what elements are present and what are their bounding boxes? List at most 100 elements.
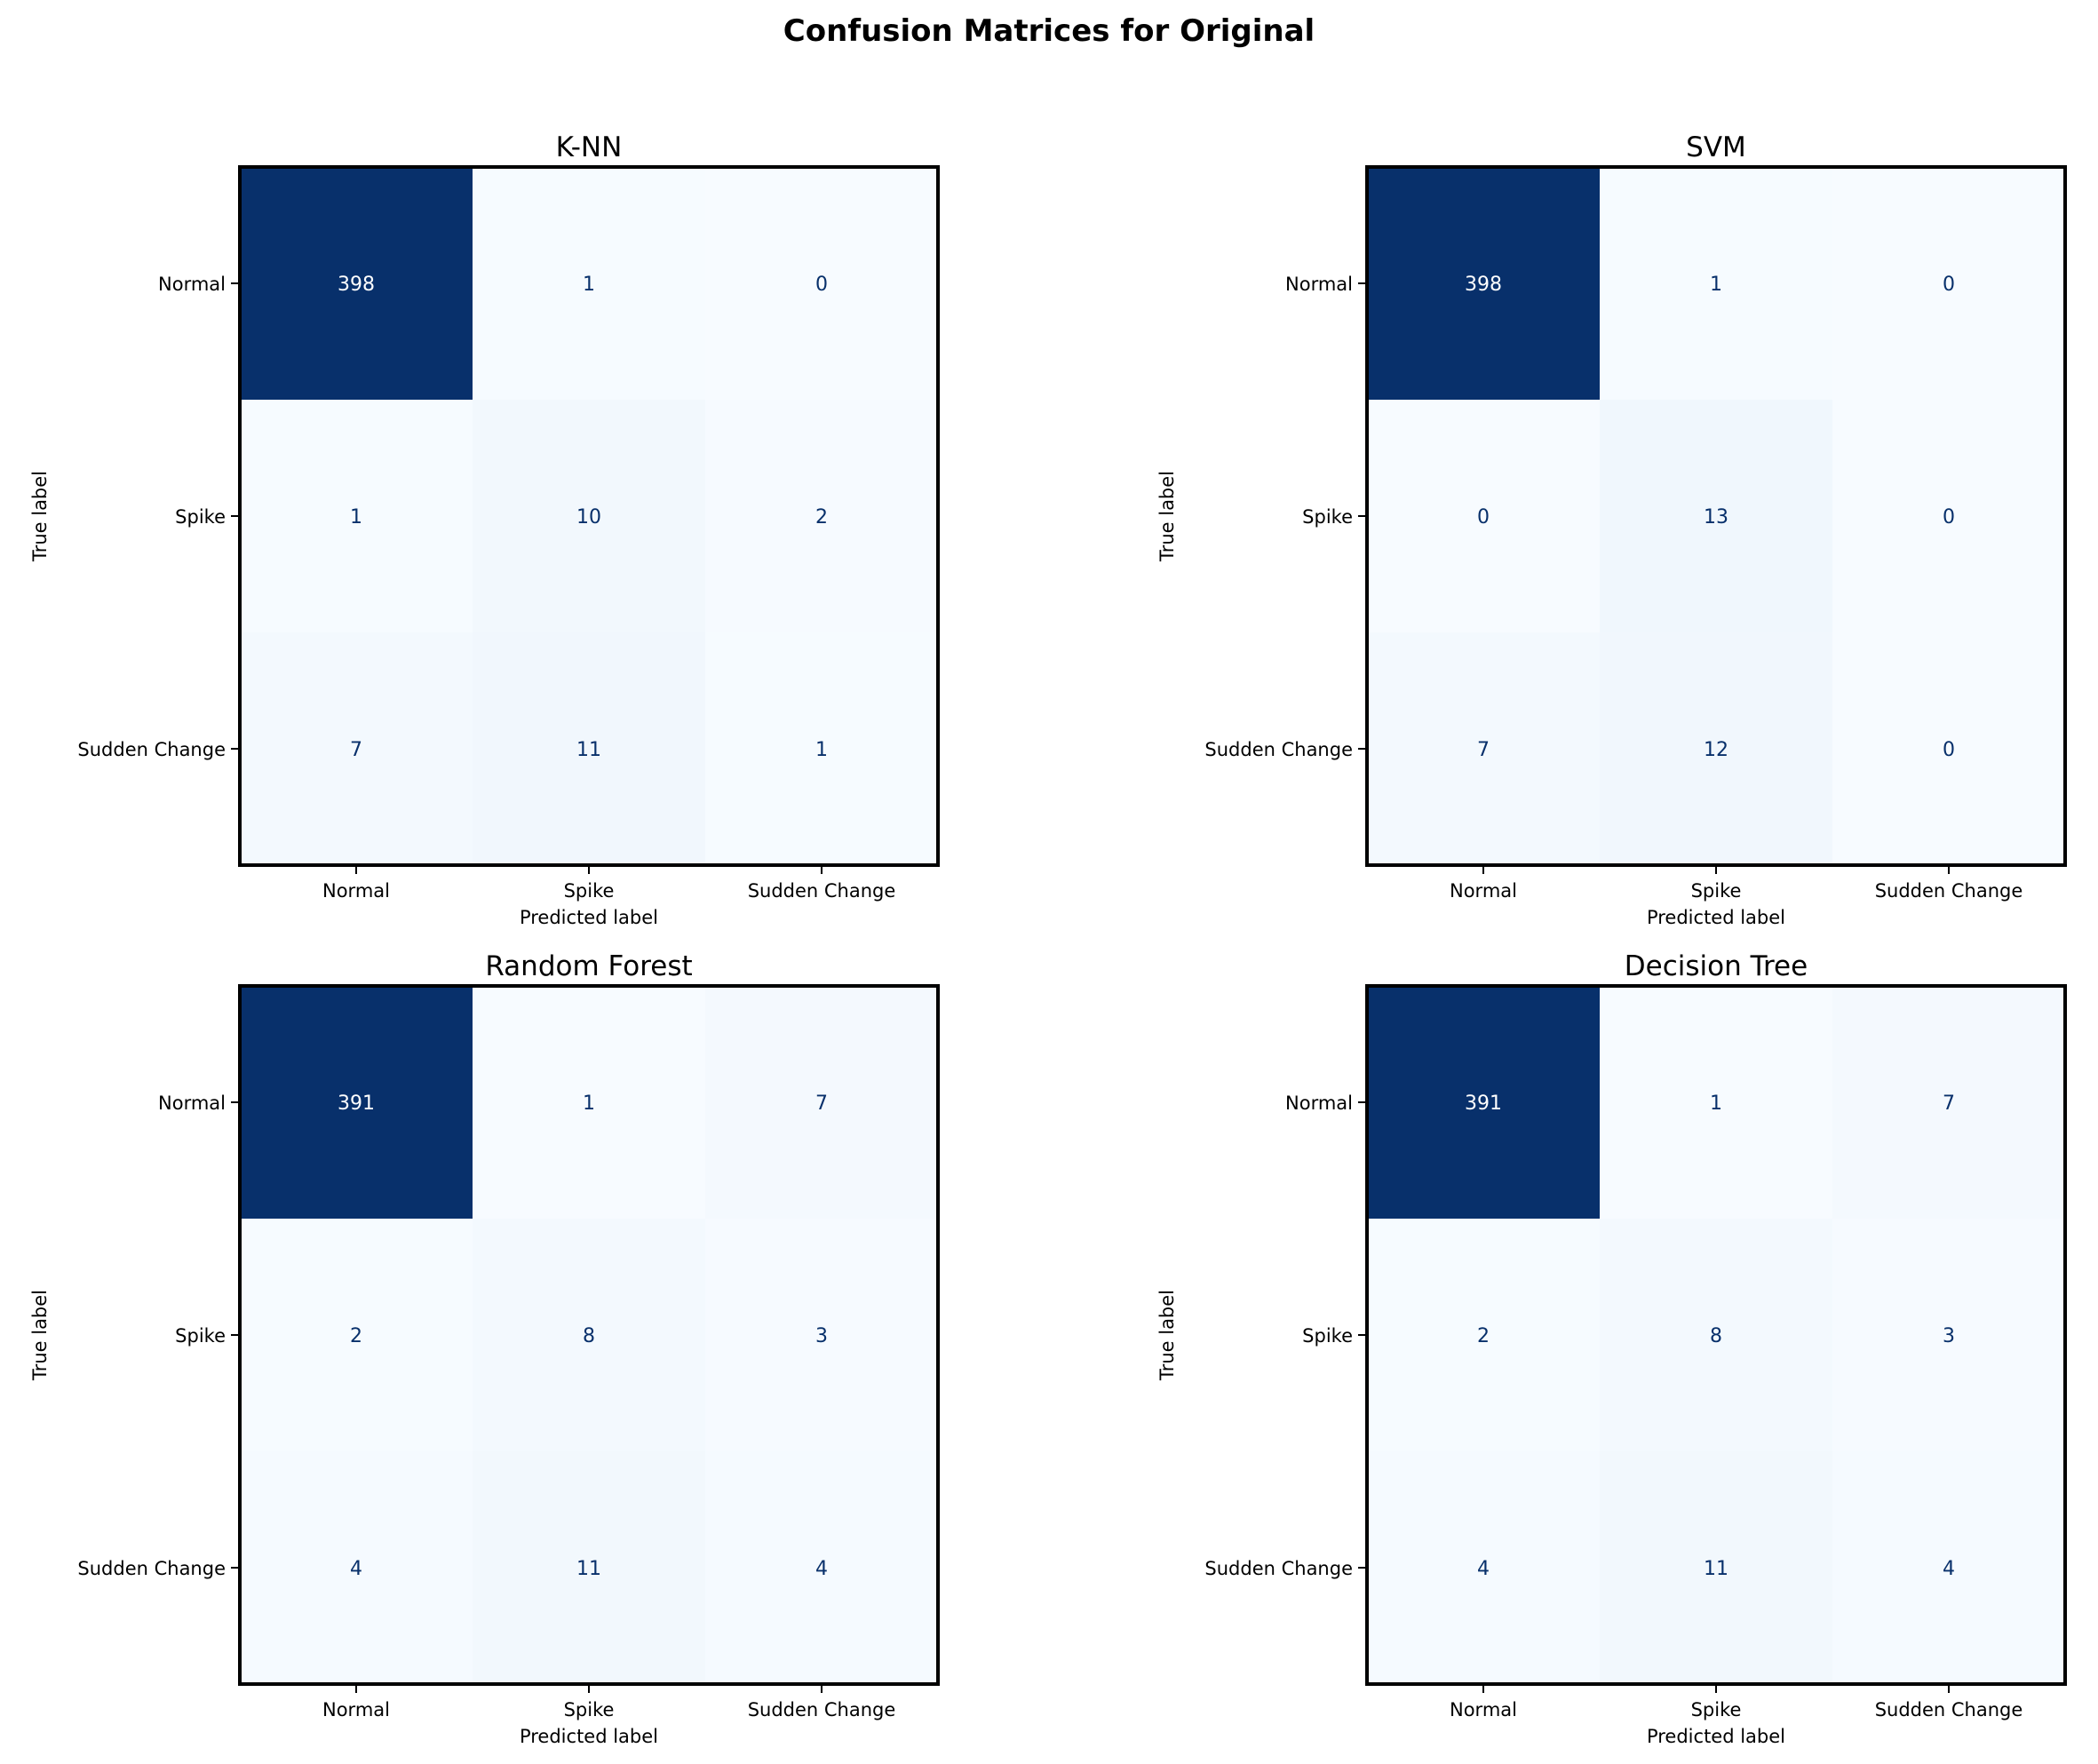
heatmap-cell (473, 986, 705, 1219)
x-tick-label: Sudden Change (1875, 880, 2023, 902)
x-tick-label: Spike (1691, 1699, 1742, 1720)
x-tick-label: Sudden Change (748, 880, 896, 902)
cell-value-label: 398 (1465, 274, 1502, 296)
cell-value-label: 2 (350, 1325, 362, 1347)
cell-value-label: 4 (1943, 1558, 1955, 1580)
heatmap-cell (1832, 400, 2065, 632)
heatmap-cell (473, 400, 705, 632)
heatmap-cell (1367, 167, 1600, 400)
cell-value-label: 4 (1477, 1558, 1490, 1580)
cell-value-label: 7 (1477, 739, 1490, 761)
heatmap-cell (1832, 986, 2065, 1219)
heatmap-cell (705, 632, 938, 865)
cell-value-label: 7 (350, 739, 362, 761)
y-tick-label: Sudden Change (77, 1558, 226, 1579)
cell-value-label: 8 (583, 1325, 595, 1347)
cell-value-label: 0 (1477, 506, 1490, 528)
cell-value-label: 3 (1943, 1325, 1955, 1347)
cell-value-label: 11 (576, 739, 601, 761)
cell-value-label: 8 (1710, 1325, 1722, 1347)
cell-value-label: 1 (350, 506, 362, 528)
x-tick-label: Spike (564, 880, 615, 902)
cell-value-label: 4 (815, 1558, 828, 1580)
heatmap-cell (705, 1451, 938, 1684)
y-tick-label: Sudden Change (1204, 1558, 1353, 1579)
y-tick-label: Normal (158, 274, 226, 295)
y-axis-label: True label (1156, 1290, 1178, 1381)
cell-value-label: 2 (815, 506, 828, 528)
cell-value-label: 4 (350, 1558, 362, 1580)
cell-value-label: 0 (1943, 739, 1955, 761)
y-tick-label: Sudden Change (77, 739, 226, 760)
x-axis-label: Predicted label (1647, 1726, 1785, 1747)
x-tick-label: Normal (322, 1699, 390, 1720)
heatmap-cell (1600, 632, 1832, 865)
confusion-matrix-panel: Random Forest 391 1 7 2 8 3 4 11 4 Normal Spike Sudd… (29, 950, 940, 1747)
cell-value-label: 11 (1704, 1558, 1728, 1580)
cell-value-label: 11 (576, 1558, 601, 1580)
heatmap-cell (1367, 1219, 1600, 1451)
heatmap-cell (1832, 1219, 2065, 1451)
cell-value-label: 1 (583, 274, 595, 296)
cell-value-label: 0 (1943, 506, 1955, 528)
heatmap-cell (473, 167, 705, 400)
cell-value-label: 398 (338, 274, 375, 296)
heatmap-cell (705, 986, 938, 1219)
x-tick-label: Spike (564, 1699, 615, 1720)
y-tick-label: Spike (175, 1325, 226, 1347)
cell-value-label: 0 (1943, 274, 1955, 296)
y-tick-label: Spike (175, 506, 226, 528)
x-tick-label: Normal (1450, 1699, 1517, 1720)
heatmap-cell (1832, 167, 2065, 400)
heatmap-cell (240, 1219, 473, 1451)
x-tick-label: Sudden Change (748, 1699, 896, 1720)
heatmap-cell (1367, 1451, 1600, 1684)
heatmap-cell (240, 167, 473, 400)
heatmap-cell (1367, 632, 1600, 865)
cell-value-label: 1 (1710, 1093, 1722, 1115)
cell-value-label: 0 (815, 274, 828, 296)
x-tick-label: Normal (322, 880, 390, 902)
x-axis-label: Predicted label (520, 1726, 658, 1747)
x-tick-label: Normal (1450, 880, 1517, 902)
heatmap-cell (1600, 400, 1832, 632)
heatmap-cell (705, 400, 938, 632)
heatmap-cell (473, 632, 705, 865)
cell-value-label: 7 (815, 1093, 828, 1115)
cell-value-label: 1 (1710, 274, 1722, 296)
panel-title: K-NN (556, 131, 623, 163)
heatmap-cell (1367, 400, 1600, 632)
panel-title: SVM (1686, 131, 1746, 163)
heatmap-cell (1600, 986, 1832, 1219)
heatmap-cell (705, 167, 938, 400)
heatmap-cell (473, 1219, 705, 1451)
cell-value-label: 391 (338, 1093, 375, 1115)
x-axis-label: Predicted label (520, 907, 658, 928)
x-tick-label: Spike (1691, 880, 1742, 902)
heatmap-cell (1832, 1451, 2065, 1684)
y-tick-label: Spike (1302, 506, 1353, 528)
cell-value-label: 12 (1704, 739, 1728, 761)
heatmap-cell (240, 986, 473, 1219)
x-axis-label: Predicted label (1647, 907, 1785, 928)
x-tick-label: Sudden Change (1875, 1699, 2023, 1720)
heatmap-cell (1367, 986, 1600, 1219)
cell-value-label: 391 (1465, 1093, 1502, 1115)
cell-value-label: 1 (815, 739, 828, 761)
panel-title: Random Forest (485, 950, 692, 982)
heatmap-cell (240, 632, 473, 865)
heatmap-cell (1600, 1219, 1832, 1451)
heatmap-cell (1600, 1451, 1832, 1684)
cell-value-label: 3 (815, 1325, 828, 1347)
heatmap-cell (1600, 167, 1832, 400)
heatmap-cell (473, 1451, 705, 1684)
cell-value-label: 13 (1704, 506, 1728, 528)
y-axis-label: True label (29, 471, 51, 562)
confusion-matrix-panel: Decision Tree 391 1 7 2 8 3 4 11 4 Normal Spike Sudd… (1156, 950, 2067, 1747)
heatmap-cell (240, 1451, 473, 1684)
y-axis-label: True label (1156, 471, 1178, 562)
figure-title: Confusion Matrices for Original (783, 13, 1315, 49)
y-tick-label: Spike (1302, 1325, 1353, 1347)
